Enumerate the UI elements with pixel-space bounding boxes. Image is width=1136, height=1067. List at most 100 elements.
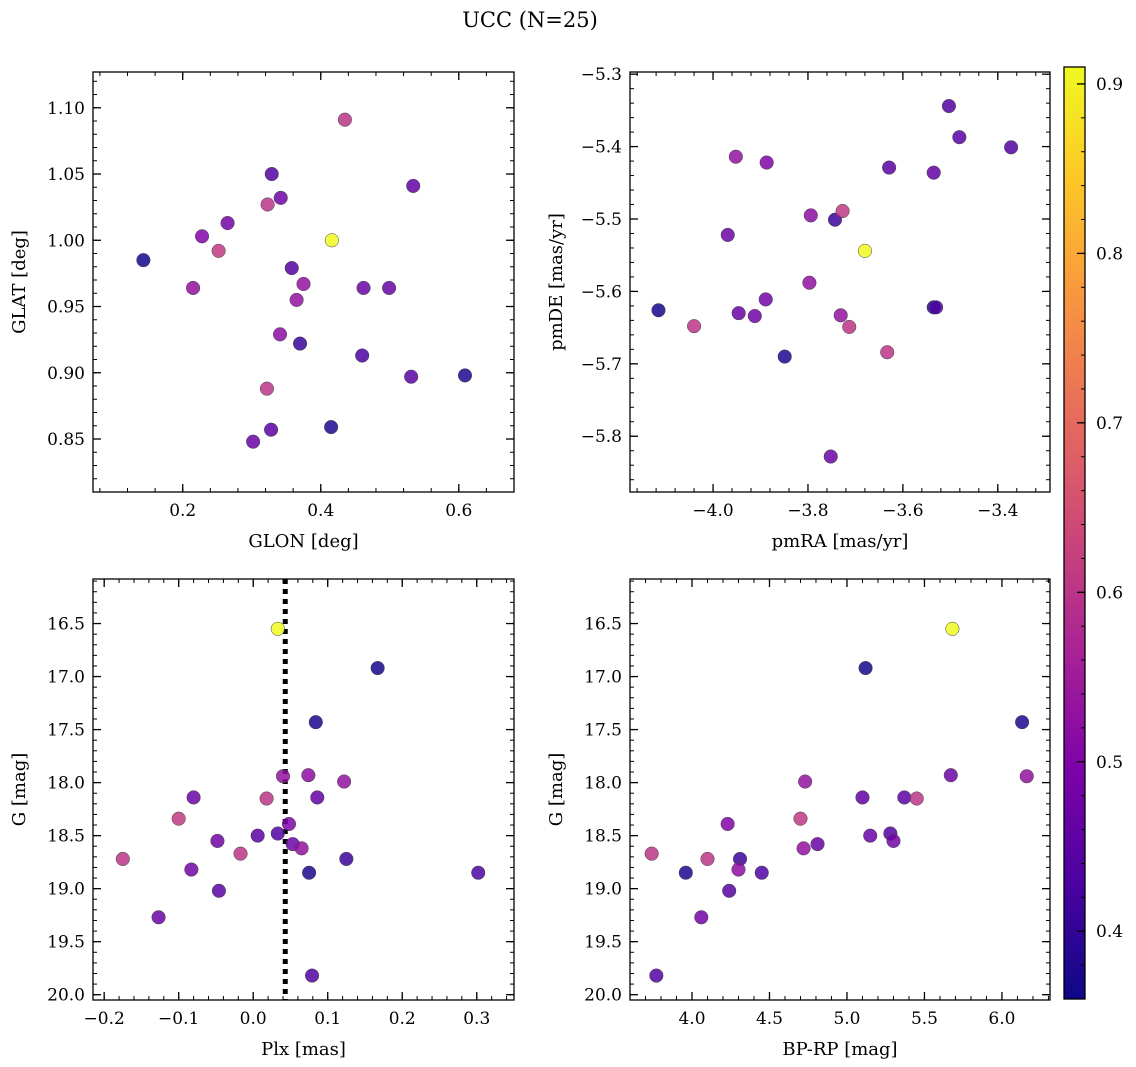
- y-tick-label: 19.5: [47, 933, 85, 953]
- scatter-point: [211, 883, 226, 898]
- axis-ticks: 4.0 4.5 5.0 5.5 6.0 16.5 17.0 17.5 18.0 18.5 19.0 1…: [584, 579, 1050, 1029]
- scatter-point: [337, 774, 352, 789]
- scatter-point: [471, 865, 486, 880]
- x-tick-label: −4.0: [692, 501, 733, 521]
- scatter-points: [136, 112, 473, 449]
- scatter-point: [644, 846, 659, 861]
- scatter-point: [275, 769, 291, 784]
- scatter-point: [356, 280, 371, 296]
- y-tick-label: 17.0: [584, 668, 622, 688]
- scatter-point: [842, 319, 857, 334]
- scatter-point: [194, 229, 210, 244]
- scatter-point: [823, 449, 838, 464]
- y-tick-label: 1.00: [47, 231, 85, 251]
- x-tick-label: 0.4: [307, 501, 334, 521]
- scatter-point: [264, 166, 279, 182]
- scatter-point: [270, 826, 285, 841]
- scatter-point: [649, 968, 664, 983]
- scatter-point: [886, 833, 901, 848]
- scatter-point: [857, 243, 872, 258]
- scatter-point: [355, 348, 370, 363]
- axes-frame: [92, 71, 515, 493]
- scatter-point: [882, 160, 897, 175]
- colorbar-tick-label: 0.5: [1096, 753, 1123, 773]
- scatter-point: [259, 381, 274, 396]
- scatter-point: [835, 203, 850, 219]
- scatter-point: [941, 98, 956, 114]
- scatter-point: [929, 300, 944, 315]
- y-tick-label: 0.95: [47, 298, 85, 318]
- y-axis-label: GLAT [deg]: [9, 230, 30, 334]
- scatter-point: [284, 261, 299, 276]
- y-tick-label: 17.0: [47, 668, 85, 688]
- scatter-point: [651, 303, 666, 318]
- y-tick-label: −5.5: [581, 210, 622, 230]
- scatter-point: [264, 422, 279, 437]
- scatter-point: [909, 791, 924, 806]
- x-tick-label: 4.5: [756, 1009, 783, 1029]
- colorbar-frame: [1063, 66, 1086, 1000]
- scatter-point: [880, 345, 895, 360]
- y-tick-label: 0.90: [47, 364, 85, 384]
- x-axis-label: BP-RP [mag]: [782, 1039, 897, 1060]
- axis-ticks: 0.2 0.4 0.6 0.85 0.90 0.95 1.00 1.05 1.10: [47, 72, 515, 521]
- scatter-point: [863, 828, 878, 843]
- scatter-point: [186, 790, 201, 805]
- colorbar-tick-label: 0.4: [1096, 922, 1123, 942]
- scatter-point: [731, 862, 746, 877]
- scatter-point: [211, 243, 226, 258]
- scatter-point: [1015, 715, 1030, 730]
- scatter-point: [337, 112, 352, 127]
- scatter-point: [260, 197, 275, 212]
- y-tick-label: 18.5: [47, 827, 85, 847]
- scatter-point: [858, 661, 873, 676]
- scatter-point: [246, 434, 261, 449]
- panel-glon-glat: 0.2 0.4 0.6 0.85 0.90 0.95 1.00 1.05 1.10 GLON [d…: [9, 71, 515, 552]
- x-tick-label: 4.0: [678, 1009, 705, 1029]
- scatter-point: [457, 368, 473, 383]
- scatter-point: [796, 841, 811, 856]
- scatter-point: [210, 833, 225, 848]
- scatter-point: [220, 215, 235, 231]
- x-axis-label: Plx [mas]: [261, 1039, 346, 1060]
- scatter-point: [294, 841, 309, 856]
- scatter-point: [324, 420, 339, 435]
- colorbar-tick-label: 0.7: [1096, 414, 1123, 434]
- scatter-point: [728, 149, 743, 164]
- y-axis-label: G [mag]: [546, 753, 567, 826]
- axis-ticks: −4.0 −3.8 −3.6 −3.4 −5.8 −5.7 −5.6 −5.5 −5.4 −5.3: [581, 65, 1050, 521]
- scatter-point: [171, 811, 186, 826]
- x-tick-label: −3.6: [882, 501, 923, 521]
- scatter-point: [952, 130, 967, 145]
- scatter-point: [115, 851, 130, 867]
- x-axis-label: GLON [deg]: [248, 531, 358, 552]
- scatter-point: [803, 208, 818, 223]
- scatter-point: [233, 846, 248, 861]
- y-tick-label: 18.0: [584, 774, 622, 794]
- x-tick-label: 0.1: [314, 1009, 341, 1029]
- y-tick-label: −5.8: [581, 427, 622, 447]
- scatter-point: [324, 233, 339, 248]
- scatter-point: [136, 253, 151, 268]
- x-tick-label: 6.0: [988, 1009, 1015, 1029]
- x-tick-label: 5.0: [833, 1009, 860, 1029]
- scatter-point: [720, 227, 735, 242]
- axes-frame: [629, 71, 1051, 493]
- y-tick-label: 19.0: [47, 880, 85, 900]
- y-tick-label: −5.6: [581, 282, 622, 302]
- scatter-point: [1004, 140, 1019, 155]
- scatter-point: [802, 275, 817, 290]
- scatter-point: [945, 621, 960, 636]
- scatter-point: [687, 319, 702, 334]
- panel-pmra-pmde: −4.0 −3.8 −3.6 −3.4 −5.8 −5.7 −5.6 −5.5 −5.4 −5.3…: [546, 65, 1051, 552]
- y-tick-label: 16.5: [47, 615, 85, 635]
- axis-ticks: −0.2 −0.1 0.0 0.1 0.2 0.3 16.5 17.0 17.5 18.0 18.5…: [47, 579, 514, 1029]
- scatter-point: [731, 306, 746, 321]
- y-tick-label: 0.85: [47, 430, 85, 450]
- scatter-points: [115, 621, 486, 983]
- scatter-point: [406, 178, 421, 193]
- y-tick-label: 1.10: [47, 99, 85, 119]
- colorbar-gradient: [1064, 67, 1085, 999]
- scatter-point: [250, 828, 265, 843]
- scatter-point: [747, 308, 762, 324]
